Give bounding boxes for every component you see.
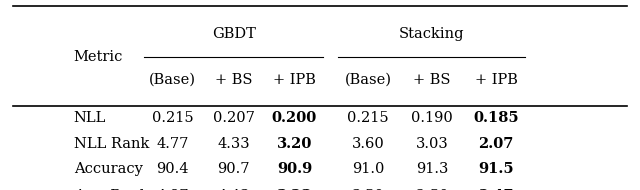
Text: 0.207: 0.207 (212, 111, 255, 125)
Text: (Base): (Base) (344, 73, 392, 87)
Text: 3.60: 3.60 (351, 137, 385, 151)
Text: + BS: + BS (413, 73, 451, 87)
Text: + IPB: + IPB (475, 73, 517, 87)
Text: Metric: Metric (74, 50, 123, 64)
Text: 3.23: 3.23 (276, 189, 312, 190)
Text: 90.7: 90.7 (218, 162, 250, 176)
Text: Stacking: Stacking (399, 27, 464, 41)
Text: 2.50: 2.50 (416, 189, 448, 190)
Text: NLL Rank: NLL Rank (74, 137, 149, 151)
Text: 4.87: 4.87 (157, 189, 189, 190)
Text: 91.0: 91.0 (352, 162, 384, 176)
Text: 3.03: 3.03 (415, 137, 449, 151)
Text: 0.190: 0.190 (411, 111, 453, 125)
Text: 3.50: 3.50 (352, 189, 384, 190)
Text: 0.200: 0.200 (272, 111, 317, 125)
Text: 3.20: 3.20 (276, 137, 312, 151)
Text: 90.9: 90.9 (276, 162, 312, 176)
Text: 0.215: 0.215 (347, 111, 389, 125)
Text: 0.185: 0.185 (473, 111, 519, 125)
Text: 2.47: 2.47 (478, 189, 514, 190)
Text: 4.77: 4.77 (157, 137, 189, 151)
Text: 4.33: 4.33 (218, 137, 250, 151)
Text: + BS: + BS (215, 73, 252, 87)
Text: 0.215: 0.215 (152, 111, 194, 125)
Text: + IPB: + IPB (273, 73, 316, 87)
Text: NLL: NLL (74, 111, 106, 125)
Text: (Base): (Base) (149, 73, 196, 87)
Text: 90.4: 90.4 (157, 162, 189, 176)
Text: 2.07: 2.07 (478, 137, 514, 151)
Text: Accuracy: Accuracy (74, 162, 143, 176)
Text: GBDT: GBDT (212, 27, 255, 41)
Text: 91.5: 91.5 (478, 162, 514, 176)
Text: 4.43: 4.43 (218, 189, 250, 190)
Text: Acc. Rank: Acc. Rank (74, 189, 148, 190)
Text: 91.3: 91.3 (416, 162, 448, 176)
